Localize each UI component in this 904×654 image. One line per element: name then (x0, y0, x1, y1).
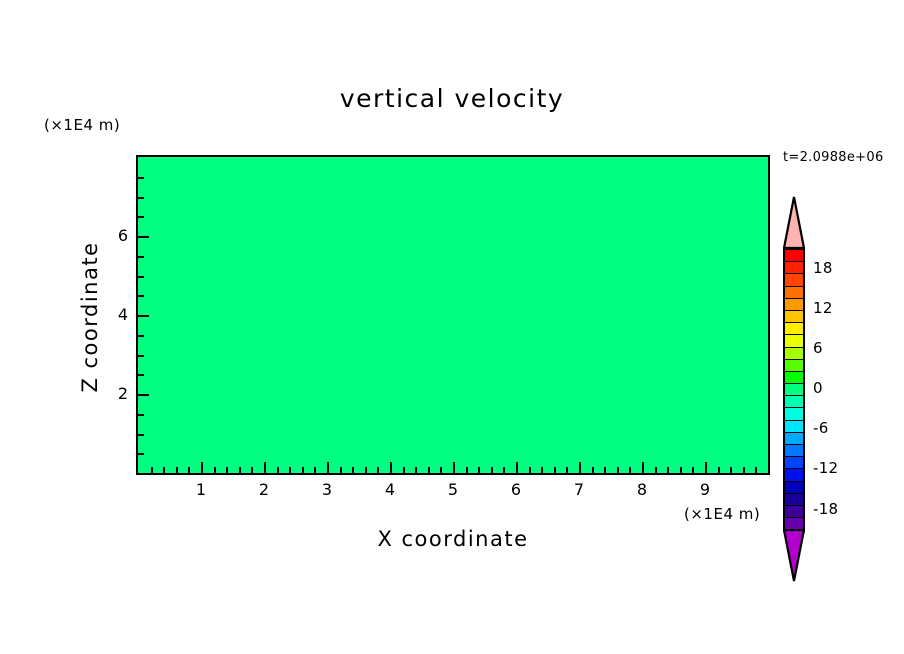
contour-plot-area (136, 155, 770, 475)
x-tick-label: 3 (321, 480, 333, 499)
colorbar-tick-label: 0 (813, 379, 823, 398)
x-axis-units-label: (×1E4 m) (684, 505, 761, 523)
y-tick-label: 2 (117, 384, 128, 403)
colorbar-band (785, 310, 803, 324)
page-title: vertical velocity (339, 84, 565, 113)
x-tick-label: 4 (384, 480, 396, 499)
colorbar-band (785, 420, 803, 433)
colorbar-band (785, 323, 803, 336)
colorbar-over-cap (782, 196, 806, 250)
y-axis-title: Z coordinate (78, 241, 102, 393)
colorbar-tick-label: -6 (813, 419, 829, 438)
colorbar-band (785, 298, 803, 311)
colorbar-band (785, 505, 803, 519)
colorbar-band (785, 457, 803, 470)
colorbar-under-cap (782, 528, 806, 581)
x-tick-label: 7 (573, 480, 585, 499)
colorbar-band (785, 481, 803, 494)
colorbar-tick-label: 18 (813, 259, 833, 278)
x-tick-label: 1 (195, 480, 207, 499)
colorbar-band (785, 262, 803, 275)
colorbar-band (785, 384, 803, 397)
colorbar-band (785, 250, 803, 263)
x-tick-label: 9 (699, 480, 711, 499)
x-tick-label: 8 (636, 480, 648, 499)
vertical-velocity-field (138, 157, 768, 473)
y-tick-label: 6 (117, 226, 128, 245)
colorbar-band (785, 396, 803, 409)
colorbar-band (785, 274, 803, 287)
colorbar-band (785, 335, 803, 348)
colorbar-band (785, 408, 803, 421)
x-tick-label: 5 (447, 480, 459, 499)
colorbar-band (785, 469, 803, 482)
x-tick-label: 6 (510, 480, 522, 499)
colorbar-band (785, 359, 803, 372)
colorbar-tick-label: 12 (813, 299, 833, 318)
colorbar-band (785, 347, 803, 360)
colorbar-band (785, 371, 803, 385)
colorbar-band (785, 518, 803, 531)
colorbar-tick-label: -12 (813, 459, 839, 478)
x-axis-title: X coordinate (377, 527, 529, 551)
y-axis-units-label: (×1E4 m) (44, 116, 121, 134)
time-stamp-annotation: t=2.0988e+06 (783, 150, 884, 165)
colorbar-band (785, 493, 803, 506)
y-tick-label: 4 (117, 305, 128, 324)
colorbar-tick-label: 6 (813, 339, 823, 358)
colorbar-bands (783, 248, 805, 533)
colorbar-band (785, 445, 803, 458)
colorbar-band (785, 432, 803, 445)
colorbar-band (785, 286, 803, 299)
colorbar-tick-label: -18 (813, 499, 839, 518)
x-tick-label: 2 (258, 480, 270, 499)
